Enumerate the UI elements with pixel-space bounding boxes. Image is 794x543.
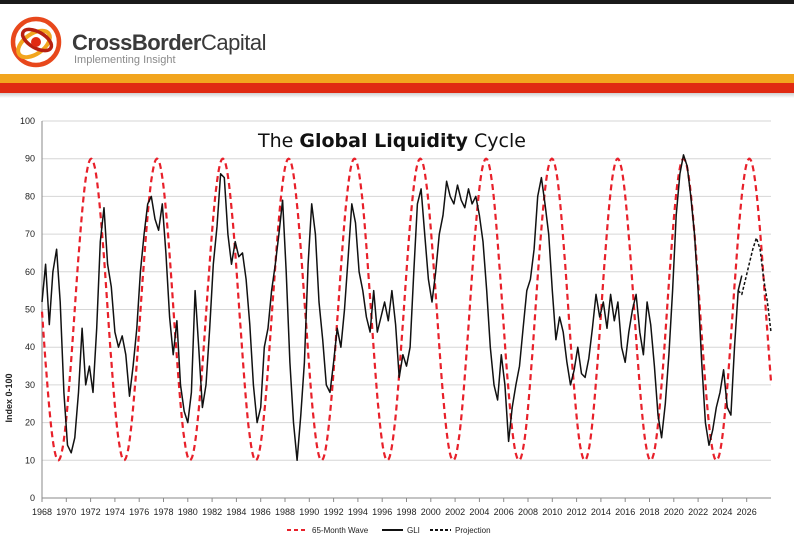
- y-tick-label: 50: [25, 305, 35, 315]
- legend-label-wave: 65-Month Wave: [312, 526, 369, 535]
- global-liquidity-chart: 0 10 20 30 40 50 60 70 80 90 100 1968 1970 1972 1974 19…: [0, 98, 794, 543]
- chart-title-part-1: The: [257, 130, 299, 152]
- x-tick-label: 1980: [178, 507, 198, 517]
- x-tick-label: 1990: [299, 507, 319, 517]
- y-tick-label: 70: [25, 229, 35, 239]
- x-tick-label: 2024: [712, 507, 732, 517]
- y-tick-label: 30: [25, 380, 35, 390]
- top-bar: [0, 0, 794, 4]
- x-tick-label: 1998: [396, 507, 416, 517]
- axes: 0 10 20 30 40 50 60 70 80 90 100 1968 1970 1972 1974 19…: [20, 116, 757, 517]
- x-tick-label: 2014: [591, 507, 611, 517]
- x-tick-label: 2004: [469, 507, 489, 517]
- x-tick-label: 1978: [153, 507, 173, 517]
- x-tick-label: 1986: [251, 507, 271, 517]
- x-tick-label: 1994: [348, 507, 368, 517]
- x-tick-label: 1984: [226, 507, 246, 517]
- x-tick-label: 2022: [688, 507, 708, 517]
- y-tick-label: 60: [25, 267, 35, 277]
- x-tick-label: 1968: [32, 507, 52, 517]
- chart-title: The Global Liquidity Cycle: [257, 130, 526, 152]
- chart-background: [0, 98, 794, 543]
- x-tick-label: 2018: [639, 507, 659, 517]
- brand-name-bold: CrossBorder: [72, 30, 201, 55]
- x-tick-label: 2012: [567, 507, 587, 517]
- x-tick-label: 2016: [615, 507, 635, 517]
- chart-title-part-2: Cycle: [468, 130, 526, 152]
- x-tick-label: 1970: [56, 507, 76, 517]
- x-tick-label: 2026: [737, 507, 757, 517]
- series-line-65-month-wave: [40, 157, 773, 462]
- x-tick-label: 2006: [494, 507, 514, 517]
- x-tick-label: 1972: [81, 507, 101, 517]
- header-stripe-red: [0, 83, 794, 93]
- header-stripe-orange: [0, 74, 794, 83]
- y-tick-label: 0: [30, 493, 35, 503]
- y-axis-label: Index 0-100: [4, 373, 14, 422]
- brand-tagline: Implementing Insight: [74, 54, 176, 66]
- series-line-gli: [41, 154, 743, 462]
- y-tick-label: 80: [25, 191, 35, 201]
- projection-series: [737, 237, 772, 333]
- series-line-projection: [737, 237, 772, 333]
- header-stripe-shadow: [0, 93, 794, 98]
- x-tick-label: 2000: [421, 507, 441, 517]
- x-tick-label: 1976: [129, 507, 149, 517]
- brand-name: CrossBorderCapital: [72, 30, 266, 56]
- y-tick-label: 20: [25, 418, 35, 428]
- x-tick-label: 1982: [202, 507, 222, 517]
- y-tick-label: 90: [25, 154, 35, 164]
- header: CrossBorderCapital Implementing Insight: [0, 4, 794, 74]
- x-tick-label: 2010: [542, 507, 562, 517]
- x-tick-label: 1996: [372, 507, 392, 517]
- brand-name-light: Capital: [200, 30, 266, 55]
- legend-label-gli: GLI: [407, 526, 420, 535]
- x-tick-label: 1988: [275, 507, 295, 517]
- x-tick-label: 2008: [518, 507, 538, 517]
- brand-swirl-icon: [10, 16, 62, 68]
- y-tick-label: 40: [25, 342, 35, 352]
- chart-title-bold: Global Liquidity: [299, 130, 468, 152]
- x-tick-label: 1992: [324, 507, 344, 517]
- x-tick-label: 1974: [105, 507, 125, 517]
- x-tick-label: 2002: [445, 507, 465, 517]
- legend: 65-Month Wave GLI Projection: [287, 526, 491, 535]
- y-tick-label: 10: [25, 455, 35, 465]
- legend-label-projection: Projection: [455, 526, 491, 535]
- x-tick-label: 2020: [664, 507, 684, 517]
- wave-series: [40, 157, 773, 462]
- y-tick-label: 100: [20, 116, 35, 126]
- gli-series: [41, 154, 743, 462]
